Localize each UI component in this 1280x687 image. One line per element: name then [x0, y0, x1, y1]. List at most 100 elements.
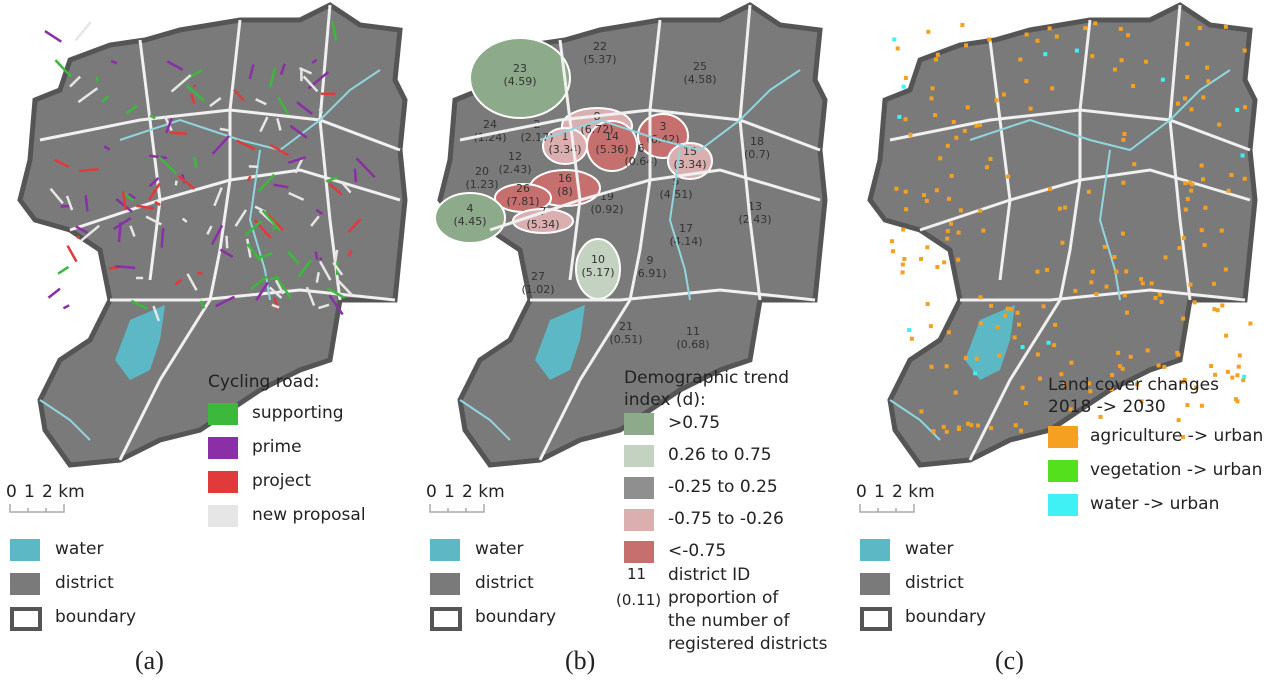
land-change-patch [1112, 67, 1117, 72]
land-change-patch [1121, 137, 1126, 142]
land-change-patch [1018, 57, 1023, 62]
land-change-patch [1088, 389, 1093, 394]
district-id-label: 3 [660, 120, 667, 133]
land-change-patch [1013, 423, 1018, 428]
district-border [118, 299, 212, 461]
land-change-patch [1243, 105, 1248, 110]
cycling-road-segment [219, 127, 231, 132]
land-change-patch [1203, 205, 1208, 210]
land-change-patch [1139, 399, 1144, 404]
land-change-patch [1212, 307, 1217, 312]
district-value-label: (5.17) [581, 266, 614, 279]
cycling-road-segment [209, 96, 222, 108]
land-change-patch [956, 230, 961, 235]
land-change-patch [1140, 281, 1145, 286]
land-change-patch [1189, 188, 1194, 193]
cycling-road-segment [149, 154, 167, 160]
land-change-patch [1001, 92, 1006, 97]
land-change-patch [1182, 96, 1187, 101]
district-id-label: 10 [591, 253, 605, 266]
legend-swatch [624, 509, 654, 531]
land-change-patch [962, 128, 967, 133]
district-value-label: (4.51) [659, 188, 692, 201]
land-change-patch [1016, 322, 1021, 327]
legend-swatch [208, 471, 238, 493]
land-change-patch [1248, 321, 1253, 326]
cycling-road-segment [103, 145, 111, 151]
land-change-patch [1120, 366, 1125, 371]
land-change-patch [958, 208, 963, 213]
cycling-road-segment [327, 287, 346, 299]
land-change-patch [1211, 281, 1216, 286]
land-change-patch [1063, 205, 1068, 210]
cycling-road-segment [325, 176, 339, 183]
cycling-road-segment [145, 215, 162, 226]
land-change-patch [1122, 132, 1127, 137]
legend-swatch [1048, 426, 1078, 448]
land-change-patch [1182, 377, 1187, 382]
land-change-patch [919, 409, 924, 414]
cycling-road-segment [347, 218, 362, 233]
land-change-patch [929, 364, 934, 369]
district-id-label: 25 [693, 60, 707, 73]
land-change-patch [981, 228, 986, 233]
cycling-road-segment [44, 29, 62, 43]
land-change-patch [1086, 189, 1091, 194]
panel-caption: (a) [135, 646, 164, 675]
legend-swatch-water [860, 539, 890, 561]
district-value-label: (4.59) [503, 75, 536, 88]
district-id-label: 9 [647, 254, 654, 267]
land-change-patch [1230, 375, 1235, 380]
cycling-road-segment [245, 238, 252, 258]
cycling-road-segment [261, 209, 281, 232]
land-change-patch [1114, 269, 1119, 274]
lake [115, 305, 165, 380]
land-change-patch [1180, 435, 1185, 440]
land-change-patch [1089, 280, 1094, 285]
land-change-patch [1122, 293, 1127, 298]
cycling-road-segment [152, 305, 160, 322]
land-change-patch [946, 196, 951, 201]
legend-swatch-boundary [430, 607, 462, 631]
land-change-patch [1185, 197, 1190, 202]
land-change-patch [1225, 369, 1230, 374]
legend-label: new proposal [252, 505, 366, 525]
land-change-patch [1229, 172, 1234, 177]
district-id-label: 23 [513, 62, 527, 75]
cycling-road-segment [84, 195, 89, 212]
land-change-patch [1012, 335, 1017, 340]
cycling-road-segment [148, 176, 160, 188]
cycling-road-segment [62, 304, 70, 310]
legend-title: Cycling road: [208, 372, 320, 392]
cycling-road-segment [163, 116, 173, 132]
district-value-label: (4.45) [453, 215, 486, 228]
district-border [530, 288, 816, 302]
land-change-patch [945, 236, 950, 241]
legend-description: registered districts [668, 634, 828, 654]
cycling-road-segment [246, 175, 252, 182]
land-change-patch [892, 37, 897, 42]
land-change-patch [1235, 373, 1240, 378]
district-id-label: 20 [475, 165, 489, 178]
district-value-label: (3.34) [548, 143, 581, 156]
cycling-road-segment [47, 287, 61, 299]
land-change-patch [925, 302, 930, 307]
land-change-patch [1015, 310, 1020, 315]
district-23-area [469, 37, 571, 119]
district-value-label: (2.43) [498, 163, 531, 176]
cycling-road-segment [129, 225, 136, 237]
district-border [960, 288, 1246, 302]
district-value-label: (0.64) [624, 155, 657, 168]
land-change-patch [1102, 244, 1107, 249]
land-change-patch [1028, 106, 1033, 111]
land-change-patch [1045, 267, 1050, 272]
land-change-patch [1116, 350, 1121, 355]
land-change-patch [925, 245, 930, 250]
land-change-patch [1201, 177, 1206, 182]
cycling-road-segment [297, 259, 313, 278]
land-change-patch [1188, 180, 1193, 185]
land-change-patch [1062, 382, 1067, 387]
land-change-patch [924, 198, 929, 203]
land-change-patch [987, 37, 992, 42]
cycling-road-segment [210, 224, 224, 246]
